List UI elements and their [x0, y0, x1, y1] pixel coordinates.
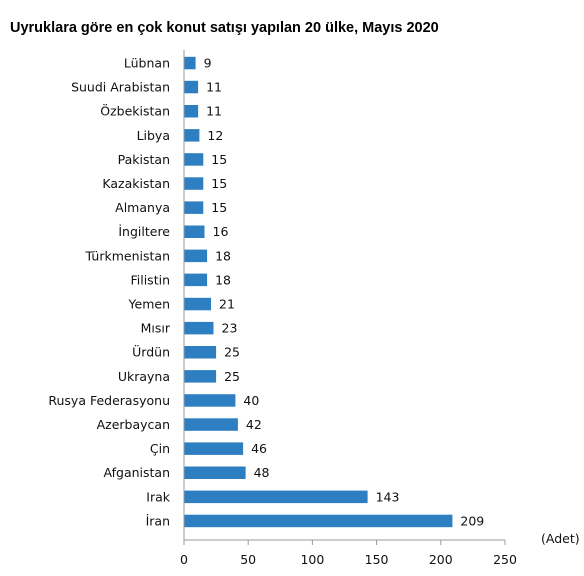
chart-title: Uyruklara göre en çok konut satışı yapıl… [10, 20, 439, 36]
x-tick-label: 200 [429, 552, 453, 567]
category-label: Azerbaycan [97, 417, 170, 432]
value-label: 25 [224, 369, 240, 384]
value-label: 16 [213, 224, 229, 239]
value-labels-layer: 9111112151515161818212325254042464814320… [204, 56, 485, 529]
category-labels-layer: Lübnan Suudi Arabistan Özbekistan Libya Paki… [48, 56, 170, 529]
bar [184, 225, 205, 238]
category-label: İngiltere [118, 224, 170, 239]
category-label: Ukrayna [118, 369, 170, 384]
category-label: Kazakistan [102, 176, 170, 191]
category-label: Özbekistan [100, 103, 170, 119]
category-label: Suudi Arabistan [71, 80, 170, 95]
bar [184, 249, 208, 263]
value-label: 143 [376, 489, 400, 504]
x-tick-label: 250 [493, 552, 517, 567]
bar [184, 418, 238, 431]
value-label: 15 [211, 176, 227, 191]
bar [184, 56, 196, 70]
bar [184, 466, 246, 479]
category-label: Libya [137, 128, 170, 143]
category-label: Pakistan [118, 152, 170, 167]
value-label: 15 [211, 200, 227, 215]
x-tick-label: 150 [365, 552, 389, 567]
bar [184, 370, 217, 383]
bar [184, 273, 208, 287]
value-label: 18 [215, 272, 231, 287]
bar [184, 346, 217, 359]
category-label: Irak [146, 489, 170, 504]
bar [184, 442, 244, 455]
value-label: 12 [207, 128, 223, 143]
value-label: 40 [243, 393, 259, 408]
category-label: Filistin [130, 272, 170, 287]
bar [184, 297, 211, 311]
category-label: Mısır [141, 321, 171, 336]
value-label: 9 [204, 56, 212, 71]
bar [184, 129, 200, 142]
bar [184, 105, 199, 118]
category-label: Çin [150, 441, 170, 456]
value-label: 23 [222, 321, 238, 336]
category-label: Lübnan [124, 56, 170, 71]
category-label: Türkmenistan [85, 248, 170, 263]
x-tick-label: 0 [180, 552, 188, 567]
bar [184, 514, 453, 528]
value-label: 46 [251, 441, 267, 456]
bar [184, 80, 199, 94]
bar [184, 153, 204, 166]
value-label: 42 [246, 417, 262, 432]
bar [184, 490, 368, 504]
value-label: 15 [211, 152, 227, 167]
bar [184, 177, 204, 190]
category-label: Ürdün [132, 344, 170, 360]
value-label: 25 [224, 345, 240, 360]
value-label: 48 [254, 465, 270, 480]
bar [184, 201, 204, 214]
value-label: 209 [460, 513, 484, 528]
x-tick-label: 100 [300, 552, 324, 567]
bar [184, 321, 214, 335]
bars-layer [184, 56, 453, 528]
value-label: 21 [219, 297, 235, 312]
x-axis: 0 50 100 150 200 250 [180, 50, 517, 567]
category-label: Yemen [128, 297, 170, 312]
category-label: Almanya [115, 200, 170, 215]
x-tick-label: 50 [240, 552, 256, 567]
value-label: 11 [206, 104, 222, 119]
x-axis-unit-label: (Adet) [541, 531, 580, 546]
category-label: Rusya Federasyonu [48, 393, 170, 408]
value-label: 18 [215, 248, 231, 263]
category-label: İran [146, 513, 170, 528]
category-label: Afganistan [104, 465, 171, 480]
bar [184, 394, 236, 407]
value-label: 11 [206, 80, 222, 95]
